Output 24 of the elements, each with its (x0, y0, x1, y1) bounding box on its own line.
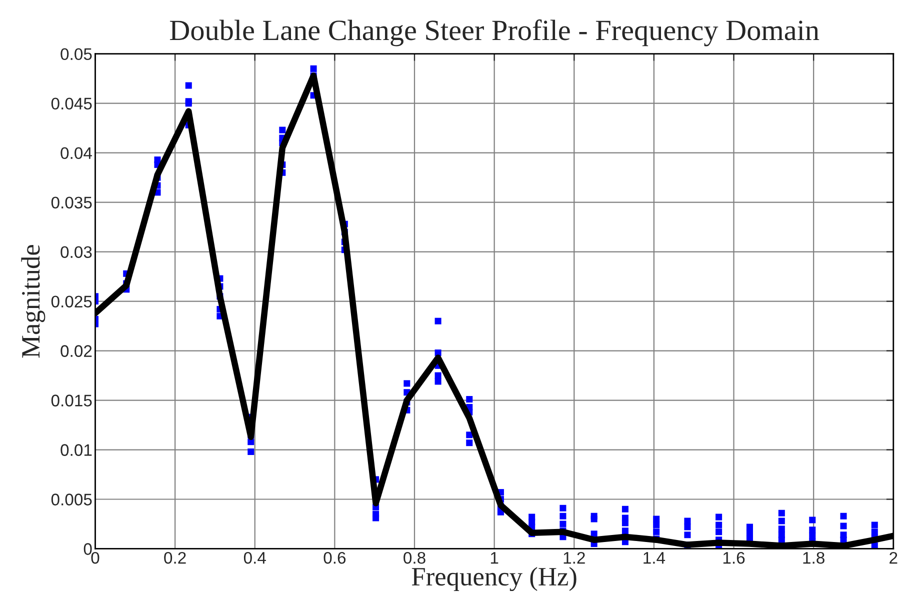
y-axis-title: Magnitude (21, 245, 46, 358)
y-tick-label: 0.025 (51, 296, 92, 308)
y-tick-label: 0 (84, 543, 92, 555)
x-tick-label: 2 (890, 552, 898, 564)
x-tick-label: 0.4 (244, 552, 266, 564)
x-tick-label: 1.8 (803, 552, 824, 564)
x-tick-label: 1 (490, 552, 498, 564)
x-tick-label: 0.8 (404, 552, 426, 564)
y-tick-label: 0.03 (60, 246, 92, 258)
y-tick-label: 0.02 (60, 345, 92, 357)
y-tick-label: 0.045 (51, 98, 92, 110)
y-tick-label: 0.05 (60, 48, 92, 60)
y-tick-label: 0.015 (51, 394, 92, 406)
chart-title: Double Lane Change Steer Profile - Frequency Domain (170, 19, 820, 46)
x-axis-title: Frequency (Hz) (412, 567, 576, 592)
y-tick-label: 0.035 (51, 196, 92, 209)
x-tick-label: 1.6 (723, 552, 745, 564)
x-tick-label: 1.2 (564, 552, 585, 564)
x-tick-label: 0.2 (164, 552, 186, 564)
x-tick-label: 0.6 (324, 552, 346, 564)
x-tick-label: 1.4 (644, 552, 666, 564)
y-tick-label: 0.04 (60, 147, 92, 160)
y-tick-label: 0.005 (51, 494, 92, 506)
y-tick-label: 0.01 (60, 444, 92, 456)
